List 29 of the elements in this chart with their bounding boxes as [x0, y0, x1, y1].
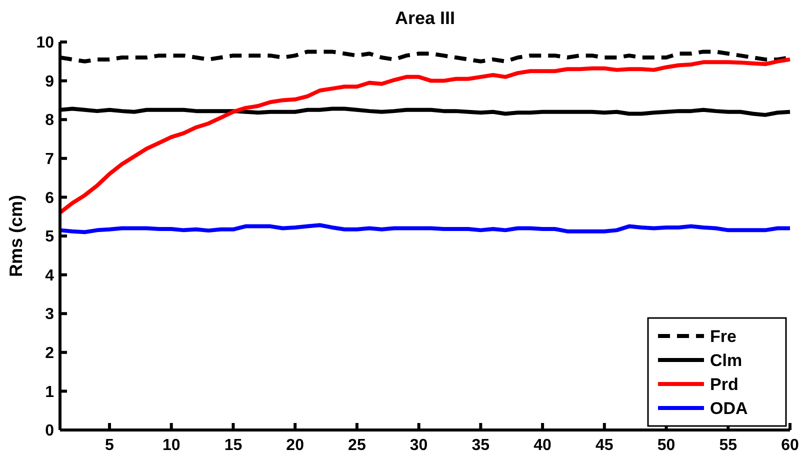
- legend-label: Prd: [710, 374, 738, 394]
- y-tick-label: 1: [45, 384, 54, 401]
- legend-label: Fre: [710, 326, 736, 346]
- legend-label: ODA: [710, 398, 748, 418]
- y-axis-title: Rms (cm): [6, 194, 26, 278]
- y-tick-label: 8: [45, 112, 54, 130]
- x-tick-label: 55: [719, 437, 738, 453]
- chart-title: Area III: [394, 8, 456, 28]
- y-tick-label: 7: [45, 151, 54, 168]
- legend-label: Clm: [710, 350, 742, 370]
- x-tick-label: 30: [410, 437, 428, 453]
- x-tick-label: 10: [162, 437, 180, 453]
- y-tick-label: 2: [45, 345, 54, 362]
- x-tick-label: 60: [781, 437, 799, 453]
- y-tick-label: 4: [45, 267, 54, 284]
- x-tick-label: 15: [224, 437, 242, 453]
- x-tick-label: 25: [348, 437, 366, 453]
- y-tick-label: 6: [45, 190, 54, 207]
- x-tick-label: 50: [657, 437, 676, 453]
- y-tick-label: 9: [45, 73, 54, 90]
- x-tick-label: 5: [105, 437, 114, 453]
- x-tick-label: 20: [286, 437, 304, 453]
- x-tick-label: 40: [534, 437, 552, 453]
- y-tick-label: 10: [36, 34, 54, 52]
- y-tick-label: 5: [45, 228, 54, 246]
- x-tick-label: 45: [596, 437, 614, 453]
- y-tick-label: 0: [45, 422, 54, 440]
- x-tick-label: 35: [472, 437, 490, 453]
- y-tick-label: 3: [45, 306, 54, 324]
